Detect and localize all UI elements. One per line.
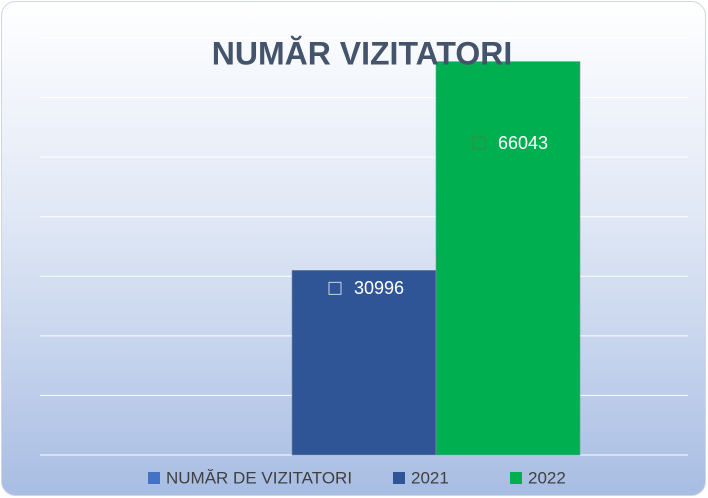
data-label-marker	[328, 281, 342, 295]
legend-swatch	[510, 472, 522, 484]
legend: NUMĂR DE VIZITATORI 2021 2022	[148, 468, 566, 487]
data-label-marker	[472, 136, 486, 150]
legend-label: 2021	[411, 468, 449, 487]
legend-label: 2022	[528, 468, 566, 487]
bar	[435, 61, 581, 456]
data-label: 66043	[498, 133, 548, 153]
data-label: 30996	[354, 278, 404, 298]
bar	[291, 270, 437, 456]
legend-label: NUMĂR DE VIZITATORI	[166, 468, 352, 487]
legend-swatch	[393, 472, 405, 484]
bars: 30996 66043	[291, 61, 581, 456]
chart-title: NUMĂR VIZITATORI	[212, 35, 512, 71]
legend-swatch	[148, 472, 160, 484]
